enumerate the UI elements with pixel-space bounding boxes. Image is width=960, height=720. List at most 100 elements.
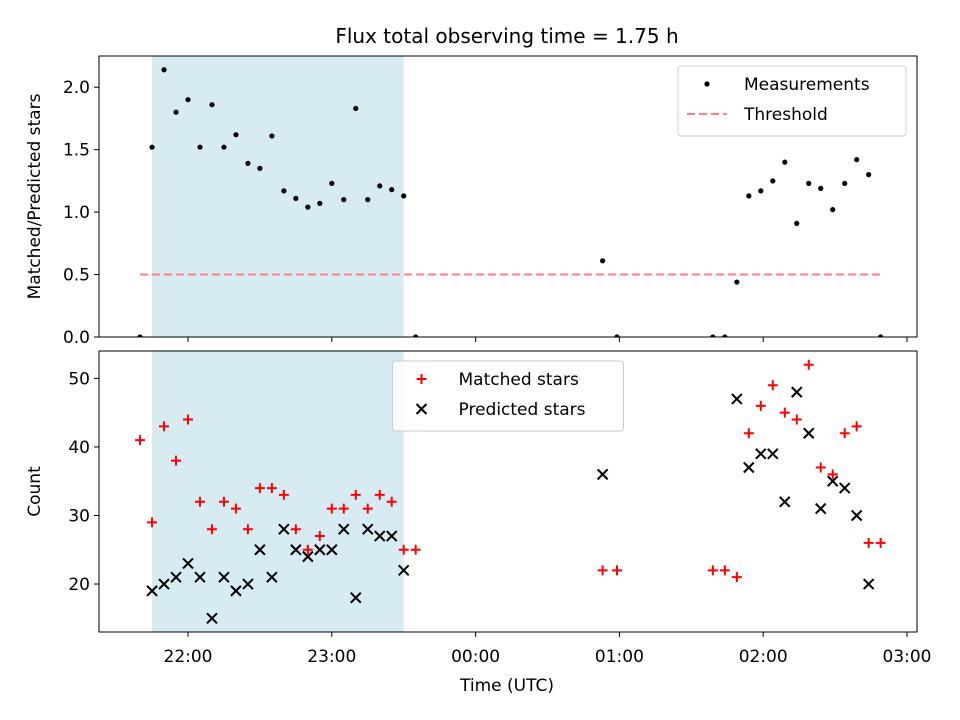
predicted-stars-point xyxy=(803,427,815,439)
measurements-point xyxy=(197,144,203,150)
matched-stars-point xyxy=(839,428,850,439)
measurements-point xyxy=(806,180,812,186)
matched-stars-series xyxy=(135,359,886,583)
measurements-point xyxy=(600,258,606,264)
matched-stars-point xyxy=(350,489,361,500)
measurements-point xyxy=(830,207,836,213)
measurements-point xyxy=(221,144,227,150)
matched-stars-point xyxy=(135,435,146,446)
measurements-point xyxy=(137,334,143,337)
predicted-stars-point xyxy=(374,530,386,542)
y-tick-label: 50 xyxy=(68,369,90,389)
matched-stars-point xyxy=(779,407,790,418)
legend-frame xyxy=(677,65,907,137)
matched-stars-point xyxy=(242,524,253,535)
measurements-point xyxy=(854,157,860,163)
predicted-stars-point xyxy=(596,468,609,481)
predicted-stars-point xyxy=(838,482,851,494)
measurements-point xyxy=(710,334,716,337)
matched-stars-point xyxy=(230,503,241,514)
legend: Measurements Threshold xyxy=(677,65,907,137)
y-tick-label: 40 xyxy=(68,438,90,458)
x-tick-label: 00:00 xyxy=(451,647,500,667)
legend-matched-stars-label: Matched stars xyxy=(459,370,579,390)
matched-stars-point xyxy=(767,380,778,391)
y-axis-title: Matched/Predicted stars xyxy=(25,93,45,299)
matched-stars-point xyxy=(386,496,397,507)
predicted-stars-point xyxy=(815,502,827,515)
y-tick-label: 2.0 xyxy=(63,78,90,98)
predicted-stars-point xyxy=(194,571,206,583)
measurements-point xyxy=(413,334,419,337)
measurements-point xyxy=(818,185,824,191)
legend-predicted-stars-label: Predicted stars xyxy=(459,400,586,420)
predicted-stars-point xyxy=(338,523,350,535)
measurements-point xyxy=(317,200,323,206)
panel-frame xyxy=(98,350,918,633)
predicted-stars-point xyxy=(397,564,410,577)
y-tick-label: 30 xyxy=(68,506,90,526)
measurements-point xyxy=(794,220,800,226)
predicted-stars-point xyxy=(755,448,767,460)
measurements-point xyxy=(401,193,407,199)
measurements-point xyxy=(734,279,740,285)
panel-frame xyxy=(98,55,918,338)
matched-stars-point xyxy=(374,489,385,500)
predicted-stars-point xyxy=(850,509,863,522)
measurements-point xyxy=(269,133,275,139)
measurements-point xyxy=(161,67,167,73)
matched-stars-point xyxy=(266,483,277,494)
measurements-point xyxy=(293,195,299,201)
x-tick-label: 01:00 xyxy=(595,647,644,667)
measurements-point xyxy=(149,144,155,150)
matched-stars-point xyxy=(851,421,862,432)
measurements-point xyxy=(722,334,728,337)
matched-stars-point xyxy=(147,517,158,528)
predicted-stars-point xyxy=(290,544,302,556)
predicted-stars-point xyxy=(743,461,755,474)
predicted-stars-point xyxy=(779,496,791,508)
y-tick-label: 0.5 xyxy=(63,266,90,286)
panel-plot-area xyxy=(135,359,886,625)
y-axis-title: Count xyxy=(25,466,45,517)
measurements-point xyxy=(245,160,251,167)
matched-stars-point xyxy=(183,414,193,425)
predicted-stars-point xyxy=(146,585,158,597)
legend-predicted-stars-swatch xyxy=(415,403,428,415)
matched-stars-point xyxy=(719,565,730,576)
panel-1: 0.0 0.5 1.0 1.5 2.0 Matched/Predicted stars Me… xyxy=(25,55,918,348)
predicted-stars-point xyxy=(254,544,266,556)
matched-stars-point xyxy=(326,503,337,514)
measurements-point xyxy=(305,204,311,210)
measurements-point xyxy=(614,334,620,337)
predicted-stars-point xyxy=(266,571,278,583)
legend-frame xyxy=(392,360,624,432)
measurements-point xyxy=(746,193,752,199)
predicted-stars-point xyxy=(230,585,242,597)
matched-stars-point xyxy=(171,455,182,466)
measurements-point xyxy=(770,178,776,184)
measurements-point xyxy=(842,180,848,186)
matched-stars-point xyxy=(290,524,301,535)
measurements-point xyxy=(329,180,335,186)
matched-stars-point xyxy=(731,572,742,583)
y-tick-label: 1.5 xyxy=(63,141,90,161)
predicted-stars-series xyxy=(146,386,875,625)
matched-stars-point xyxy=(278,489,289,500)
predicted-stars-point xyxy=(862,578,875,590)
predicted-stars-point xyxy=(791,386,803,398)
matched-stars-point xyxy=(743,428,754,439)
measurements-point xyxy=(866,172,872,178)
matched-stars-point xyxy=(398,544,409,555)
predicted-stars-point xyxy=(218,571,230,583)
predicted-stars-point xyxy=(386,530,398,542)
measurements-point xyxy=(365,197,371,203)
measurements-point xyxy=(233,132,239,138)
predicted-stars-point xyxy=(362,523,374,535)
y-tick-label: 0.0 xyxy=(63,328,90,348)
measurements-point xyxy=(185,97,191,103)
y-tick-label: 1.0 xyxy=(63,203,90,223)
predicted-stars-point xyxy=(826,475,839,487)
observing-window-span xyxy=(152,351,404,632)
